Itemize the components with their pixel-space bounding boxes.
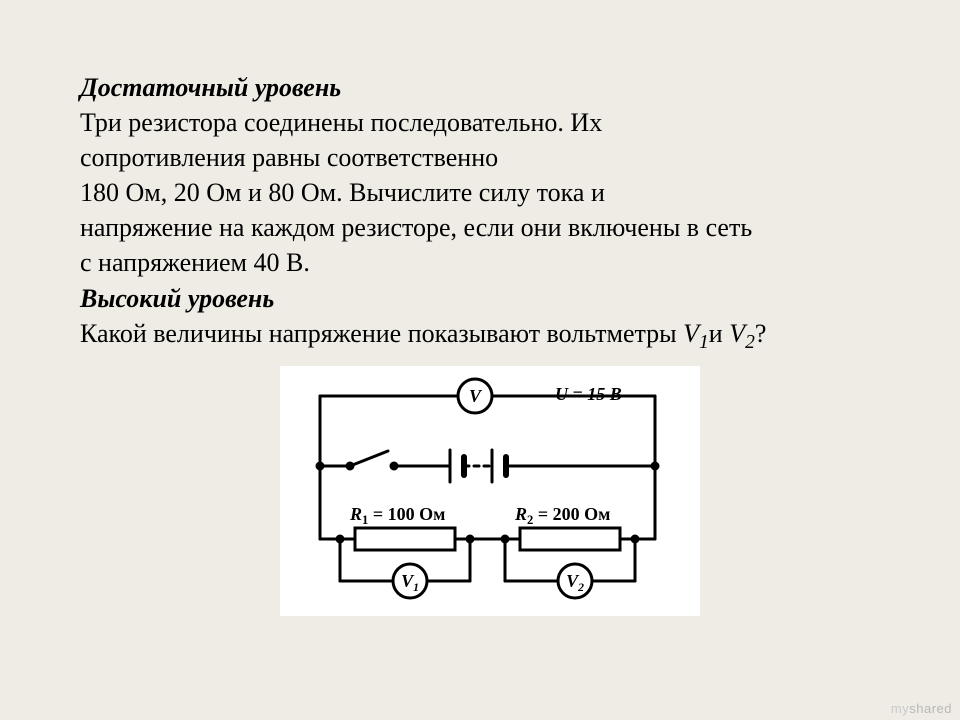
sufficient-line-4: напряжение на каждом резисторе, если они… — [80, 210, 900, 245]
high-q-suffix: ? — [755, 319, 767, 348]
slide-page: Достаточный уровень Три резистора соедин… — [0, 0, 960, 720]
sufficient-line-2: сопротивления равны соответственно — [80, 140, 900, 175]
svg-text:V: V — [469, 386, 483, 406]
high-question: Какой величины напряжение показывают вол… — [80, 316, 900, 357]
heading-high: Высокий уровень — [80, 281, 900, 316]
svg-text:R1 = 100 Ом: R1 = 100 Ом — [349, 504, 445, 527]
high-q-prefix: Какой величины напряжение показывают вол… — [80, 319, 683, 348]
watermark-part2: shared — [909, 701, 952, 716]
v1-symbol: V — [683, 319, 699, 348]
sufficient-line-3: 180 Ом, 20 Ом и 80 Ом. Вычислите силу то… — [80, 175, 900, 210]
sufficient-line-1: Три резистора соединены последовательно.… — [80, 105, 900, 140]
circuit-diagram: VU = 15 ВR1 = 100 ОмR2 = 200 ОмV1V2 — [280, 366, 700, 616]
svg-text:R2 = 200 Ом: R2 = 200 Ом — [514, 504, 610, 527]
watermark-part1: my — [891, 701, 909, 716]
v1-subscript: 1 — [699, 332, 709, 353]
sufficient-line-5: с напряжением 40 В. — [80, 245, 900, 280]
heading-sufficient: Достаточный уровень — [80, 70, 900, 105]
svg-text:U = 15 В: U = 15 В — [555, 384, 622, 404]
diagram-container: VU = 15 ВR1 = 100 ОмR2 = 200 ОмV1V2 — [80, 366, 900, 616]
watermark: myshared — [891, 701, 952, 716]
problem-text: Достаточный уровень Три резистора соедин… — [80, 70, 900, 356]
v2-subscript: 2 — [745, 332, 755, 353]
v2-symbol: V — [729, 319, 745, 348]
high-q-and: и — [709, 319, 729, 348]
circuit-svg: VU = 15 ВR1 = 100 ОмR2 = 200 ОмV1V2 — [280, 366, 700, 616]
